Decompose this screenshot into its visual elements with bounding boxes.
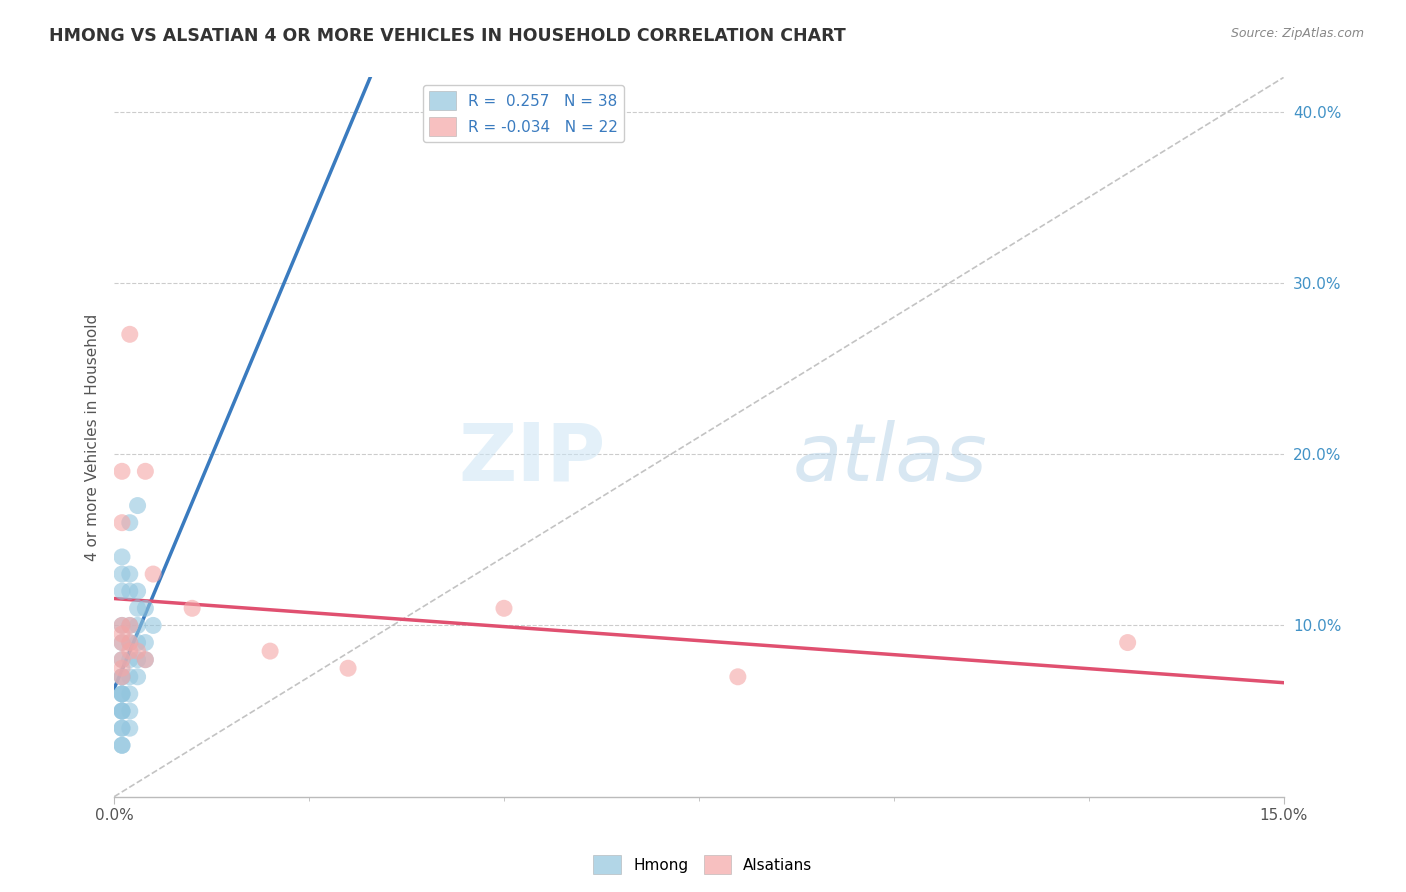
Legend: R =  0.257   N = 38, R = -0.034   N = 22: R = 0.257 N = 38, R = -0.034 N = 22	[423, 85, 624, 142]
Point	[118, 327, 141, 342]
Point	[111, 464, 134, 478]
Point	[111, 653, 134, 667]
Point	[118, 618, 141, 632]
Point	[118, 584, 141, 599]
Point	[111, 627, 134, 641]
Legend: Hmong, Alsatians: Hmong, Alsatians	[588, 849, 818, 880]
Point	[111, 567, 134, 582]
Text: atlas: atlas	[793, 419, 987, 498]
Point	[118, 644, 141, 658]
Point	[142, 618, 165, 632]
Point	[134, 601, 156, 615]
Point	[111, 721, 134, 735]
Point	[111, 618, 134, 632]
Point	[134, 464, 156, 478]
Point	[111, 661, 134, 675]
Point	[118, 635, 141, 649]
Point	[118, 721, 141, 735]
Point	[118, 653, 141, 667]
Point	[111, 516, 134, 530]
Point	[118, 635, 141, 649]
Point	[259, 644, 281, 658]
Point	[127, 499, 149, 513]
Point	[118, 704, 141, 718]
Point	[127, 670, 149, 684]
Point	[111, 739, 134, 753]
Text: ZIP: ZIP	[458, 419, 606, 498]
Point	[118, 618, 141, 632]
Point	[134, 635, 156, 649]
Point	[111, 687, 134, 701]
Point	[111, 653, 134, 667]
Point	[181, 601, 204, 615]
Point	[111, 670, 134, 684]
Point	[111, 687, 134, 701]
Point	[118, 687, 141, 701]
Point	[111, 635, 134, 649]
Point	[118, 567, 141, 582]
Point	[111, 670, 134, 684]
Point	[111, 618, 134, 632]
Point	[127, 618, 149, 632]
Point	[134, 653, 156, 667]
Point	[127, 584, 149, 599]
Point	[118, 516, 141, 530]
Point	[1116, 635, 1139, 649]
Point	[727, 670, 749, 684]
Point	[111, 739, 134, 753]
Point	[127, 644, 149, 658]
Point	[492, 601, 515, 615]
Point	[111, 549, 134, 564]
Point	[111, 721, 134, 735]
Text: Source: ZipAtlas.com: Source: ZipAtlas.com	[1230, 27, 1364, 40]
Point	[111, 670, 134, 684]
Point	[142, 567, 165, 582]
Point	[127, 635, 149, 649]
Point	[111, 704, 134, 718]
Point	[111, 635, 134, 649]
Point	[337, 661, 360, 675]
Text: HMONG VS ALSATIAN 4 OR MORE VEHICLES IN HOUSEHOLD CORRELATION CHART: HMONG VS ALSATIAN 4 OR MORE VEHICLES IN …	[49, 27, 846, 45]
Y-axis label: 4 or more Vehicles in Household: 4 or more Vehicles in Household	[86, 313, 100, 561]
Point	[111, 704, 134, 718]
Point	[111, 584, 134, 599]
Point	[111, 704, 134, 718]
Point	[134, 653, 156, 667]
Point	[118, 670, 141, 684]
Point	[127, 601, 149, 615]
Point	[111, 687, 134, 701]
Point	[127, 653, 149, 667]
